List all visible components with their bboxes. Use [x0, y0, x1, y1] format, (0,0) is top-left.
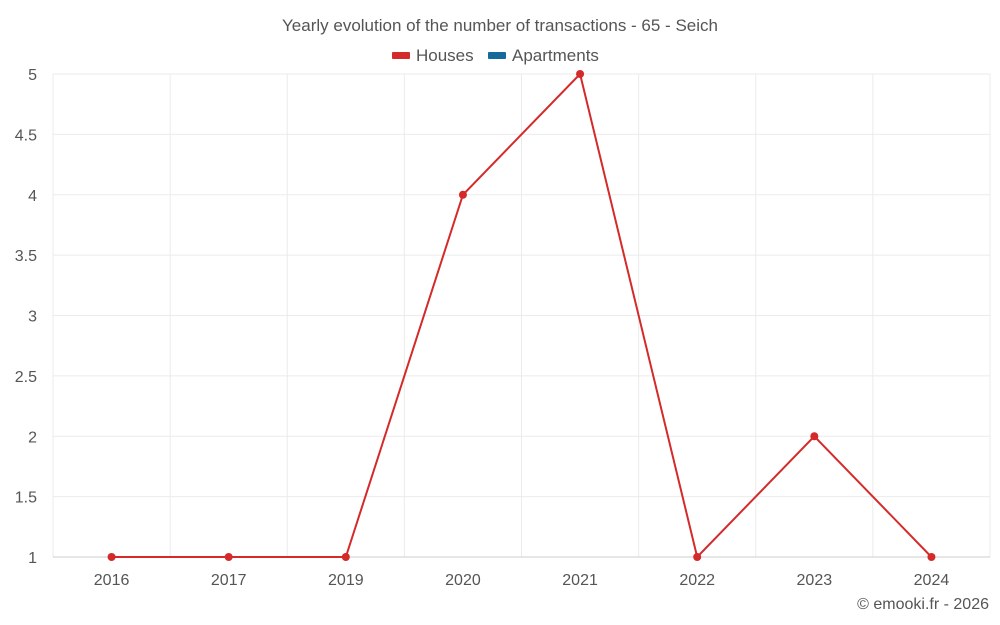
y-tick-label: 4.5 — [15, 127, 37, 144]
legend-label-houses: Houses — [416, 46, 474, 65]
legend[interactable]: Houses Apartments — [392, 46, 599, 65]
data-point-houses[interactable] — [810, 432, 819, 441]
x-tick-label: 2020 — [445, 572, 481, 589]
data-point-houses[interactable] — [693, 553, 702, 561]
legend-swatch-houses — [392, 52, 410, 59]
series-layer — [107, 70, 936, 561]
x-tick-label: 2019 — [328, 572, 364, 589]
x-tick-label: 2024 — [914, 572, 950, 589]
y-tick-label: 4 — [28, 188, 37, 205]
x-tick-label: 2023 — [797, 572, 833, 589]
axes: 1 1.5 2 2.5 3 3.5 4 4.5 5 2016 2017 2019 2020 2021 202… — [15, 67, 990, 589]
legend-swatch-apartments — [488, 52, 506, 59]
y-tick-label: 3.5 — [15, 248, 37, 265]
legend-label-apartments: Apartments — [512, 46, 599, 65]
data-point-houses[interactable] — [107, 553, 116, 561]
x-tick-label: 2017 — [211, 572, 247, 589]
y-tick-label: 2.5 — [15, 369, 37, 386]
chart-title: Yearly evolution of the number of transa… — [282, 16, 718, 35]
data-point-houses[interactable] — [224, 553, 233, 561]
y-tick-label: 2 — [28, 429, 37, 446]
y-tick-label: 1.5 — [15, 490, 37, 507]
data-point-houses[interactable] — [458, 190, 467, 199]
data-point-houses[interactable] — [341, 553, 350, 561]
legend-item-houses[interactable]: Houses — [392, 46, 474, 65]
data-point-houses[interactable] — [576, 70, 585, 78]
x-tick-label: 2021 — [562, 572, 598, 589]
y-tick-label: 5 — [28, 67, 37, 84]
data-point-houses[interactable] — [927, 553, 936, 561]
series-line-houses — [111, 72, 933, 559]
x-tick-label: 2016 — [94, 572, 130, 589]
legend-item-apartments[interactable]: Apartments — [488, 46, 599, 65]
grid — [52, 73, 991, 558]
y-tick-label: 1 — [28, 550, 37, 567]
y-tick-label: 3 — [28, 309, 37, 326]
credit-text: © emooki.fr - 2026 — [857, 596, 989, 613]
x-tick-label: 2022 — [679, 572, 715, 589]
